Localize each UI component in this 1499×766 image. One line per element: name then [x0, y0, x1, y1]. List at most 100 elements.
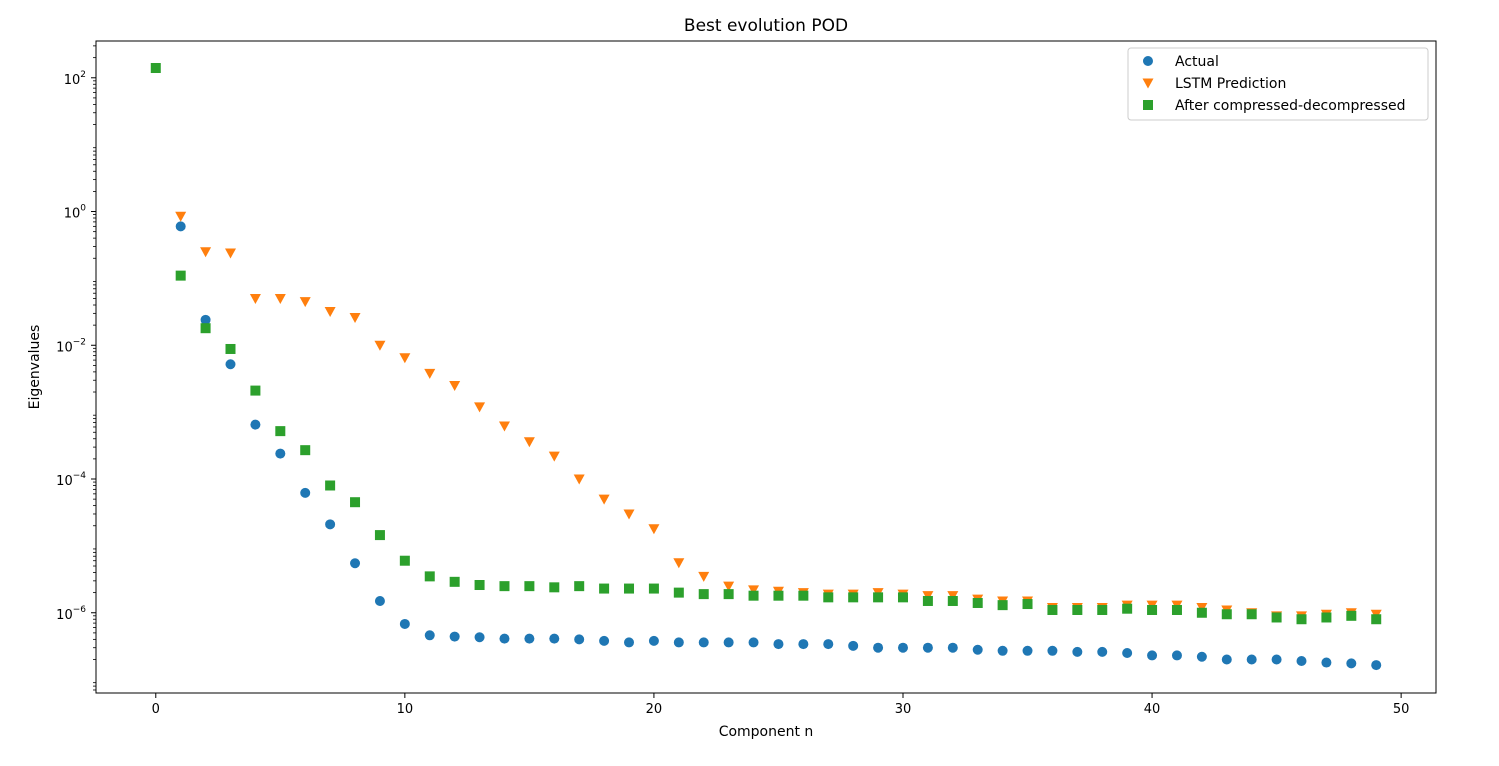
legend-box — [1127, 47, 1429, 121]
compressed-point — [150, 63, 161, 74]
lstm-point — [324, 306, 336, 317]
actual-point — [648, 635, 659, 646]
actual-point — [1371, 660, 1382, 671]
compressed-point — [972, 597, 983, 608]
compressed-point — [947, 595, 958, 606]
actual-point — [947, 642, 958, 653]
actual-point — [474, 632, 485, 643]
actual-point — [624, 637, 635, 648]
lstm-point — [399, 353, 411, 364]
compressed-point — [175, 270, 186, 281]
compressed-point — [599, 583, 610, 594]
compressed-point — [1271, 612, 1282, 623]
actual-point — [374, 595, 385, 606]
lstm-point — [224, 248, 236, 259]
compressed-point — [1122, 603, 1133, 614]
actual-point — [748, 637, 759, 648]
compressed-point — [648, 583, 659, 594]
compressed-point — [424, 571, 435, 582]
compressed-point — [773, 590, 784, 601]
actual-point — [1171, 650, 1182, 661]
compressed-point — [897, 592, 908, 603]
lstm-point — [573, 474, 585, 485]
compressed-point — [823, 592, 834, 603]
data-markers — [150, 63, 1382, 671]
legend-marker-compressed — [1143, 100, 1153, 110]
y-axis-ticks: 102 100 10−2 10−4 10−6 — [56, 45, 96, 691]
plot-frame — [95, 40, 1437, 694]
compressed-point — [275, 426, 286, 437]
compressed-point — [449, 576, 460, 587]
compressed-point — [1221, 609, 1232, 620]
actual-point — [1346, 658, 1357, 669]
actual-point — [1296, 655, 1307, 666]
actual-point — [1147, 650, 1158, 661]
compressed-point — [1321, 612, 1332, 623]
compressed-point — [1296, 614, 1307, 625]
actual-point — [897, 642, 908, 653]
compressed-point — [524, 581, 535, 592]
lstm-point — [200, 247, 212, 258]
legend-label-actual: Actual — [1175, 54, 1219, 70]
compressed-point — [474, 580, 485, 591]
lstm-point — [698, 571, 710, 582]
compressed-point — [1147, 604, 1158, 615]
lstm-point — [748, 585, 760, 596]
compressed-point — [748, 590, 759, 601]
actual-point — [1221, 654, 1232, 665]
legend-marker-actual — [1143, 56, 1153, 66]
legend-marker-lstm — [1142, 78, 1154, 89]
lstm-point — [498, 421, 510, 432]
actual-point — [673, 637, 684, 648]
x-tick-label: 10 — [397, 702, 414, 717]
compressed-point — [1196, 607, 1207, 618]
lstm-point — [673, 558, 685, 569]
y-tick-label: 10−2 — [56, 337, 86, 355]
compressed-point — [1246, 609, 1257, 620]
compressed-point — [1171, 604, 1182, 615]
actual-point — [1022, 645, 1033, 656]
compressed-point — [250, 385, 261, 396]
compressed-point — [374, 530, 385, 541]
actual-point — [1321, 657, 1332, 668]
lstm-point — [175, 211, 187, 222]
y-axis-label: Eigenvalues — [27, 325, 43, 410]
compressed-point — [300, 445, 311, 456]
compressed-point — [723, 589, 734, 600]
actual-point — [574, 634, 585, 645]
actual-point — [1271, 654, 1282, 665]
lstm-point — [474, 402, 486, 413]
x-tick-label: 50 — [1393, 702, 1410, 717]
actual-point — [399, 618, 410, 629]
compressed-point — [200, 323, 211, 334]
actual-point — [275, 448, 286, 459]
lstm-point — [598, 494, 610, 505]
lstm-point — [299, 297, 311, 308]
compressed-point — [1097, 604, 1108, 615]
lstm-point — [623, 509, 635, 520]
actual-point — [773, 639, 784, 650]
y-tick-label: 10−6 — [56, 605, 86, 623]
lstm-point — [424, 368, 436, 379]
actual-point — [175, 221, 186, 232]
compressed-point — [1346, 610, 1357, 621]
lstm-point — [274, 294, 286, 305]
compressed-point — [922, 595, 933, 606]
actual-point — [499, 633, 510, 644]
compressed-point — [848, 592, 859, 603]
compressed-point — [873, 592, 884, 603]
legend-label-lstm: LSTM Prediction — [1175, 76, 1286, 92]
legend-label-compressed: After compressed-decompressed — [1175, 98, 1406, 114]
actual-point — [449, 631, 460, 642]
actual-point — [1047, 645, 1058, 656]
actual-point — [599, 635, 610, 646]
chart-title: Best evolution POD — [684, 16, 848, 36]
lstm-point — [449, 381, 461, 392]
compressed-point — [624, 583, 635, 594]
actual-point — [200, 314, 211, 325]
lstm-point — [523, 437, 535, 448]
actual-point — [1097, 646, 1108, 657]
actual-point — [325, 519, 336, 530]
actual-point — [250, 419, 261, 430]
